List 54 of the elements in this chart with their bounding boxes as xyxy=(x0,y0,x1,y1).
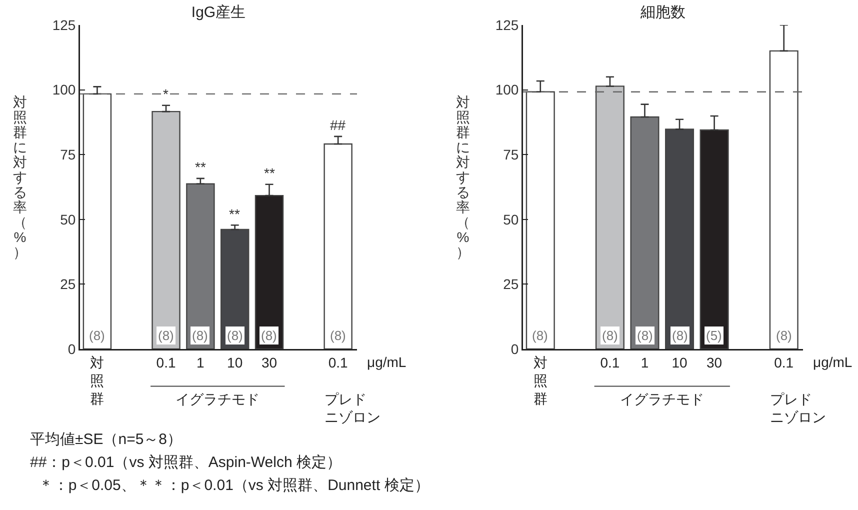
annotation: * xyxy=(163,86,169,102)
annotation: (8) xyxy=(227,328,243,343)
annotation: (8) xyxy=(637,328,653,343)
x-tick-label: 対照群 xyxy=(90,354,104,407)
y-tick-label: 25 xyxy=(60,276,76,292)
text: ##：p＜0.01（vs 対照群、Aspin-Welch 検定） xyxy=(30,454,342,471)
y-tick-label: 0 xyxy=(68,340,76,357)
y-tick-label: 125 xyxy=(52,16,76,33)
chart-title: IgG産生 xyxy=(191,4,246,21)
x-tick-label: 10 xyxy=(672,354,688,370)
text: 平均値±SE（n=5～8） xyxy=(30,431,182,448)
y-tick-label: 50 xyxy=(503,211,519,228)
y-tick-label: 125 xyxy=(495,16,519,33)
annotation: (8) xyxy=(89,328,105,343)
x-tick-label: 1 xyxy=(640,354,649,370)
text: プレドニゾロン xyxy=(324,390,380,426)
text: 対照群に対する率（%） xyxy=(456,94,470,260)
x-tick-label: 0.1 xyxy=(328,354,348,370)
text: μg/mL xyxy=(813,354,852,370)
chart-title: 細胞数 xyxy=(640,4,686,21)
annotation: ** xyxy=(264,165,276,181)
text: イグラチモド xyxy=(620,390,704,408)
annotation: (8) xyxy=(532,328,548,343)
annotation: ** xyxy=(195,159,206,175)
text: ＊：p＜0.05、＊＊：p＜0.01（vs 対照群、Dunnett 検定） xyxy=(38,477,430,494)
x-tick-label: 0.1 xyxy=(156,354,176,370)
y-tick-label: 75 xyxy=(503,146,519,162)
text: 対照群に対する率（%） xyxy=(13,94,27,260)
y-tick-label: 100 xyxy=(495,82,519,98)
y-tick-label: 0 xyxy=(510,340,519,357)
x-tick-label: 30 xyxy=(261,354,278,370)
annotation: ** xyxy=(229,206,240,222)
text: イグラチモド xyxy=(176,390,260,408)
x-tick-label: 対照群 xyxy=(533,354,548,407)
annotation: (8) xyxy=(158,328,174,343)
text: μg/mL xyxy=(367,354,406,370)
y-tick-label: 75 xyxy=(60,146,76,162)
annotation: (5) xyxy=(706,328,722,343)
annotation: (8) xyxy=(776,328,792,343)
text: プレドニゾロン xyxy=(770,390,826,426)
annotation: (8) xyxy=(602,328,618,343)
x-tick-label: 10 xyxy=(227,354,243,370)
x-tick-label: 0.1 xyxy=(600,354,620,370)
x-tick-label: 30 xyxy=(706,354,722,370)
annotation: (8) xyxy=(672,328,688,343)
y-tick-label: 25 xyxy=(503,276,519,292)
y-tick-label: 50 xyxy=(60,211,76,228)
annotation: ## xyxy=(330,117,346,133)
annotation: (8) xyxy=(330,328,346,343)
annotation: (8) xyxy=(192,328,208,343)
y-tick-label: 100 xyxy=(52,82,76,98)
annotation: (8) xyxy=(261,328,277,343)
x-tick-label: 1 xyxy=(196,354,205,370)
x-tick-label: 0.1 xyxy=(774,354,794,370)
